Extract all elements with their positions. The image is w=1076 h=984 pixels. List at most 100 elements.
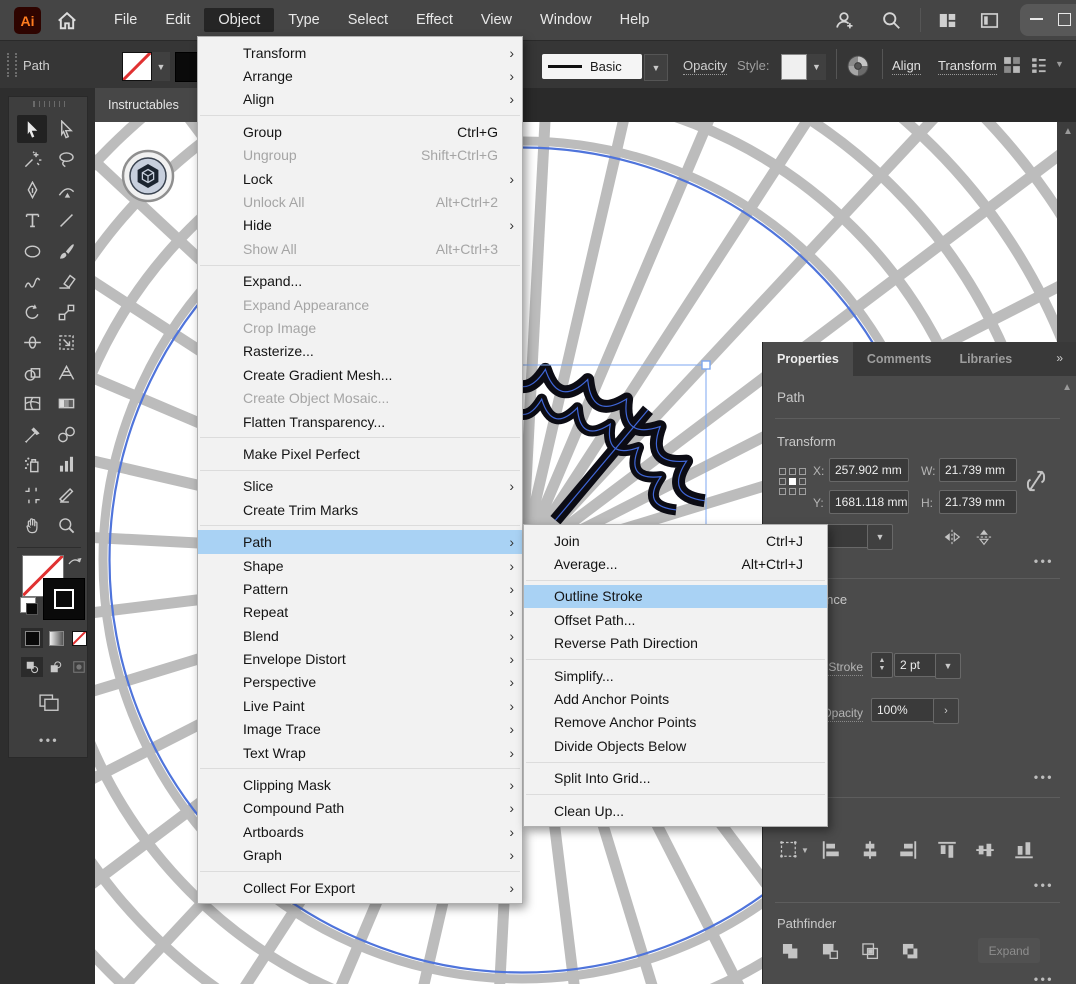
more-controls-chevron-icon[interactable]: ▼ [1055, 59, 1064, 69]
align-horizontal-center-button[interactable] [860, 840, 880, 865]
menubar-item-help[interactable]: Help [619, 12, 650, 28]
pathfinder-unite-button[interactable] [779, 940, 800, 966]
direct-selection-tool[interactable] [51, 115, 81, 143]
symbol-sprayer-tool[interactable] [17, 451, 47, 479]
object-menu-item-expand-appearance[interactable]: Expand Appearance [198, 293, 522, 316]
align-right-button[interactable] [898, 840, 918, 865]
control-bar-grip[interactable] [7, 53, 17, 77]
default-fill-stroke-icon[interactable] [20, 597, 38, 615]
object-menu-item-image-trace[interactable]: Image Trace › [198, 718, 522, 741]
path-submenu-item-add-anchor-points[interactable]: Add Anchor Points [524, 687, 827, 710]
selection-tool[interactable] [17, 115, 47, 143]
x-field[interactable]: 257.902 mm [829, 458, 909, 482]
object-menu-item-live-paint[interactable]: Live Paint › [198, 694, 522, 717]
object-menu-item-shape[interactable]: Shape › [198, 554, 522, 577]
menubar-item-select[interactable]: Select [347, 12, 389, 28]
opacity-options-icon[interactable]: › [933, 698, 959, 724]
type-tool[interactable] [17, 207, 47, 235]
swap-fill-stroke-icon[interactable] [67, 555, 83, 569]
object-menu-item-repeat[interactable]: Repeat › [198, 601, 522, 624]
reference-point-grid[interactable] [779, 468, 806, 495]
tab-libraries[interactable]: Libraries [959, 352, 1013, 366]
line-segment-tool[interactable] [51, 207, 81, 235]
mesh-tool[interactable] [17, 390, 47, 418]
rotate-tool[interactable] [17, 298, 47, 326]
flip-vertical-icon[interactable] [975, 528, 993, 546]
app-logo[interactable]: Ai [14, 7, 41, 34]
perspective-grid-tool[interactable] [51, 359, 81, 387]
panel-grid-icon[interactable] [1003, 56, 1021, 74]
menubar-item-type[interactable]: Type [288, 12, 320, 28]
object-menu-item-create-trim-marks[interactable]: Create Trim Marks [198, 498, 522, 521]
object-menu-item-flatten-transparency[interactable]: Flatten Transparency... [198, 410, 522, 433]
h-field[interactable]: 21.739 mm [939, 490, 1017, 514]
collapse-panel-icon[interactable]: » [1056, 351, 1063, 365]
object-menu-item-create-gradient-mesh[interactable]: Create Gradient Mesh... [198, 363, 522, 386]
style-swatch[interactable] [781, 54, 807, 80]
rotate-chevron-icon[interactable]: ▼ [867, 524, 893, 550]
menubar-item-effect[interactable]: Effect [416, 12, 453, 28]
panel-list-icon[interactable] [1031, 56, 1049, 74]
style-chevron-icon[interactable]: ▼ [807, 54, 826, 80]
object-menu-item-unlock-all[interactable]: Unlock All Alt+Ctrl+2 [198, 190, 522, 213]
toolbar-more-icon[interactable]: ••• [39, 733, 60, 747]
object-menu-item-expand[interactable]: Expand... [198, 270, 522, 293]
object-menu-item-slice[interactable]: Slice › [198, 475, 522, 498]
draw-normal-button[interactable] [21, 657, 43, 677]
free-transform-tool[interactable] [51, 329, 81, 357]
path-submenu-item-reverse-path-direction[interactable]: Reverse Path Direction [524, 632, 827, 655]
scroll-up-icon[interactable]: ▲ [1063, 126, 1073, 137]
opacity-field[interactable]: 100% [871, 698, 935, 722]
path-submenu-item-remove-anchor-points[interactable]: Remove Anchor Points [524, 711, 827, 734]
draw-behind-button[interactable] [45, 657, 67, 677]
object-menu-item-perspective[interactable]: Perspective › [198, 671, 522, 694]
color-mode-button[interactable] [21, 628, 43, 648]
path-submenu-item-join[interactable]: Join Ctrl+J [524, 529, 827, 552]
object-menu-item-pattern[interactable]: Pattern › [198, 577, 522, 600]
stroke-preset-field[interactable]: Basic [542, 54, 642, 79]
flip-horizontal-icon[interactable] [943, 528, 961, 546]
path-submenu-item-average[interactable]: Average... Alt+Ctrl+J [524, 552, 827, 575]
y-field[interactable]: 1681.118 mm [829, 490, 909, 514]
pathfinder-more-icon[interactable]: ••• [1033, 972, 1054, 984]
object-menu-item-transform[interactable]: Transform › [198, 41, 522, 64]
path-submenu-item-simplify[interactable]: Simplify... [524, 664, 827, 687]
appearance-more-icon[interactable]: ••• [1033, 770, 1054, 784]
stroke-label[interactable]: Stroke [793, 660, 863, 676]
path-submenu-item-offset-path[interactable]: Offset Path... [524, 608, 827, 631]
none-mode-button[interactable] [68, 628, 90, 648]
menubar-item-edit[interactable]: Edit [165, 12, 191, 28]
object-menu-item-envelope-distort[interactable]: Envelope Distort › [198, 647, 522, 670]
object-menu-item-blend[interactable]: Blend › [198, 624, 522, 647]
minimize-icon[interactable] [1030, 18, 1043, 20]
align-bottom-button[interactable] [1014, 840, 1034, 865]
expand-button[interactable]: Expand [978, 938, 1040, 963]
pen-tool[interactable] [17, 176, 47, 204]
shaper-tool[interactable] [17, 268, 47, 296]
pathfinder-minus-front-button[interactable] [819, 940, 840, 966]
eraser-tool[interactable] [51, 268, 81, 296]
search-icon[interactable] [881, 10, 901, 30]
toolbar-grip[interactable] [33, 101, 65, 107]
shape-builder-tool[interactable] [17, 359, 47, 387]
align-more-icon[interactable]: ••• [1033, 878, 1054, 892]
align-link[interactable]: Align [892, 58, 921, 75]
object-menu-item-show-all[interactable]: Show All Alt+Ctrl+3 [198, 237, 522, 260]
object-menu-item-make-pixel-perfect[interactable]: Make Pixel Perfect [198, 442, 522, 465]
stepper-down-icon[interactable]: ▼ [878, 665, 886, 672]
lasso-tool[interactable] [51, 146, 81, 174]
menubar-item-object[interactable]: Object [204, 8, 275, 32]
width-tool[interactable] [17, 329, 47, 357]
add-user-icon[interactable] [834, 10, 854, 30]
opacity-label[interactable]: Opacity [793, 706, 863, 722]
path-submenu-item-clean-up[interactable]: Clean Up... [524, 799, 827, 822]
menubar-item-file[interactable]: File [114, 12, 138, 28]
object-menu-item-hide[interactable]: Hide › [198, 214, 522, 237]
panel-scroll-up-icon[interactable]: ▲ [1062, 382, 1072, 393]
stroke-preset-chevron-icon[interactable]: ▼ [644, 54, 668, 81]
gradient-mode-button[interactable] [45, 628, 67, 648]
object-menu-item-graph[interactable]: Graph › [198, 844, 522, 867]
slice-tool[interactable] [51, 481, 81, 509]
blend-tool[interactable] [51, 420, 81, 448]
object-menu-item-arrange[interactable]: Arrange › [198, 64, 522, 87]
